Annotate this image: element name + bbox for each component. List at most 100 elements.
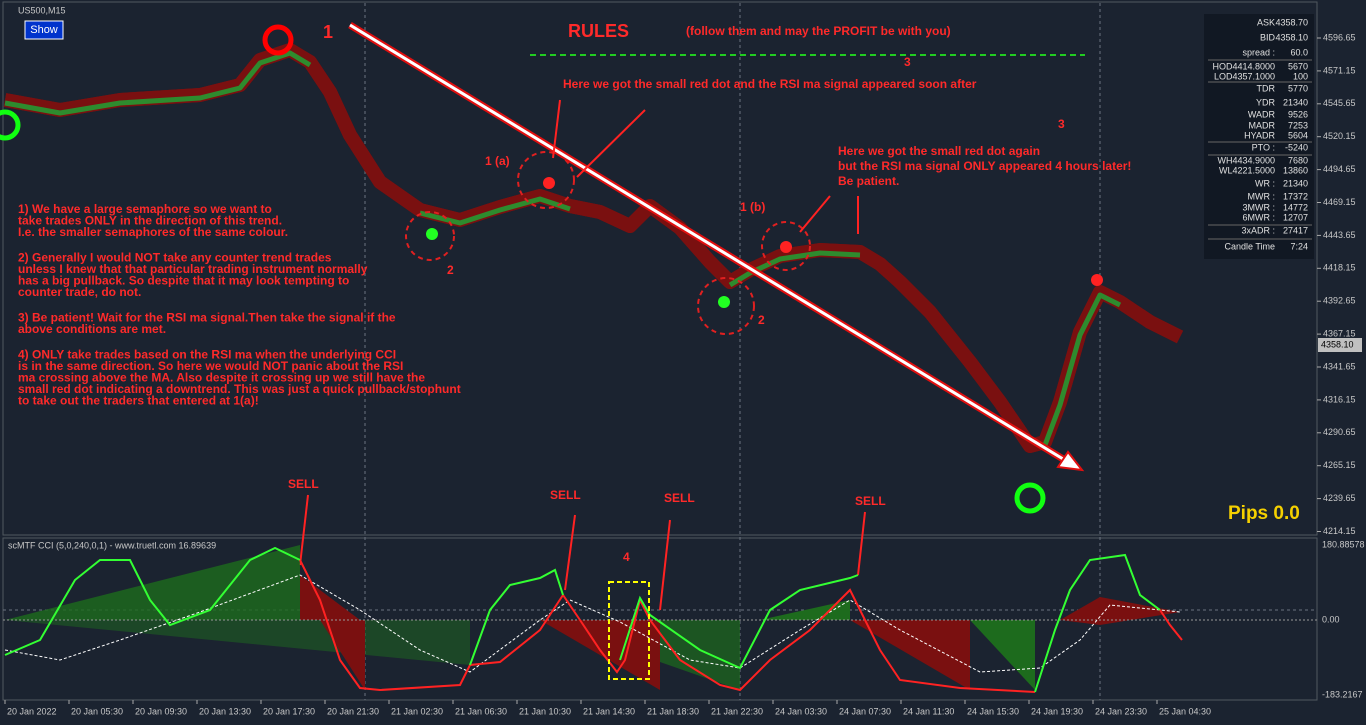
info-label: WADR: [1248, 109, 1276, 119]
rule-line: I.e. the smaller semaphores of the same …: [18, 225, 288, 239]
price-tick-label: 4265.15: [1323, 460, 1356, 470]
price-tick-label: 4469.15: [1323, 197, 1356, 207]
show-button[interactable]: [24, 20, 64, 40]
marker: 1: [323, 22, 333, 42]
rule-line: unless I knew that that particular tradi…: [18, 262, 368, 276]
cci-up: [4, 546, 301, 656]
info-label: BID: [1260, 32, 1276, 42]
info-value: 100: [1293, 71, 1308, 81]
highlight-circle: [697, 277, 755, 335]
info-label: MADR: [1249, 120, 1276, 130]
info-label: HOD4414.8000: [1212, 61, 1275, 71]
ribbon-up: [4, 50, 312, 116]
cci-down: [299, 559, 1036, 693]
pointer: [576, 109, 646, 178]
price-tick-label: 4290.65: [1323, 427, 1356, 437]
histogram-green: [760, 600, 850, 620]
highlight-circle: [517, 151, 575, 209]
time-tick-label: 21 Jan 14:30: [583, 706, 635, 716]
price-tick-label: 4494.65: [1323, 164, 1356, 174]
show-button-label[interactable]: Show: [30, 24, 58, 36]
info-value: 7253: [1288, 120, 1308, 130]
info-value: 17372: [1283, 191, 1308, 201]
time-tick-label: 24 Jan 03:30: [775, 706, 827, 716]
cci-up: [619, 574, 859, 670]
info-label: YDR: [1256, 97, 1276, 107]
rule-line: 2) Generally I would NOT take any counte…: [18, 251, 332, 265]
info-value: 21340: [1283, 178, 1308, 188]
price-tick-label: 4596.65: [1323, 32, 1356, 42]
info-value: 4358.10: [1275, 32, 1308, 42]
price-tick-label: 4392.65: [1323, 296, 1356, 306]
current-price-box: [1318, 338, 1362, 352]
dot: [543, 177, 555, 189]
histogram-up: [5, 545, 300, 620]
info-value: -5240: [1285, 142, 1308, 152]
highlight-circle: [761, 221, 811, 271]
histogram-red: [320, 620, 365, 690]
indicator-tick-label: 0.00: [1322, 614, 1340, 624]
histogram-red: [1060, 597, 1180, 625]
time-tick-label: 20 Jan 2022: [7, 706, 57, 716]
dot: [1091, 274, 1103, 286]
info-label: 3xADR :: [1241, 225, 1275, 235]
rule-line: small red dot indicating a downtrend. Th…: [18, 382, 461, 396]
info-value: 9526: [1288, 109, 1308, 119]
highlight-circle: [405, 211, 455, 261]
price-tick-label: 4571.15: [1323, 65, 1356, 75]
info-label: 3MWR :: [1243, 202, 1276, 212]
info-value: 12707: [1283, 212, 1308, 222]
rules-subtitle: (follow them and may the PROFIT be with …: [686, 24, 951, 38]
pips: Pips 0.0: [1228, 503, 1300, 524]
time-tick-label: 20 Jan 09:30: [135, 706, 187, 716]
note: Here we got the small red dot and the RS…: [563, 77, 977, 91]
info-value: 27417: [1283, 225, 1308, 235]
time-tick-label: 24 Jan 11:30: [903, 706, 954, 716]
price-tick-label: 4214.15: [1323, 526, 1356, 536]
indicator-tick-label: -183.2167: [1322, 689, 1363, 699]
pointers: [299, 99, 866, 611]
signal-line: [4, 574, 1181, 673]
info-value: 60.0: [1290, 47, 1308, 57]
price-tick-label: 4520.15: [1323, 131, 1356, 141]
indicator-tick-label: 180.88578: [1322, 539, 1365, 549]
indicator-title: scMTF CCI (5,0,240,0,1) - www.truetl.com…: [8, 540, 216, 550]
semaphore: [1014, 482, 1046, 514]
cci-down: [1159, 609, 1183, 641]
semaphore: [0, 109, 21, 141]
marker: 2: [758, 313, 765, 327]
info-label: ASK: [1257, 17, 1275, 27]
info-label: MWR :: [1248, 191, 1276, 201]
time-tick-label: 21 Jan 02:30: [391, 706, 443, 716]
price-tick-label: 4545.65: [1323, 98, 1356, 108]
ribbon-up: [728, 250, 861, 288]
symbol: US500,M15: [18, 5, 66, 15]
time-tick-label: 20 Jan 05:30: [71, 706, 123, 716]
marker: 3: [904, 55, 911, 69]
info-value: 5770: [1288, 83, 1308, 93]
time-tick-label: 24 Jan 07:30: [839, 706, 891, 716]
price-tick-label: 4367.15: [1323, 328, 1356, 338]
price-axis-bg: [1318, 0, 1366, 725]
info-value: 7680: [1288, 155, 1308, 165]
note: Be patient.: [838, 174, 899, 188]
info-label: Candle Time: [1224, 241, 1275, 251]
dot: [718, 296, 730, 308]
time-tick-label: 24 Jan 15:30: [967, 706, 1019, 716]
highlights: [405, 151, 811, 335]
rules-title: RULES: [568, 21, 629, 41]
info-label: WL4221.5000: [1219, 165, 1275, 175]
price-tick-label: 4239.65: [1323, 493, 1356, 503]
dot: [426, 228, 438, 240]
price-tick-label: 4443.65: [1323, 230, 1356, 240]
ribbon-up: [419, 196, 571, 226]
trend-arrow: [349, 23, 1069, 464]
time-tick-label: 20 Jan 21:30: [327, 706, 379, 716]
sell: SELL: [550, 488, 581, 502]
time-tick-label: 25 Jan 04:30: [1159, 706, 1211, 716]
rule-line: 4) ONLY take trades based on the RSI ma …: [18, 348, 396, 362]
info-label: PTO :: [1252, 142, 1275, 152]
pointer: [564, 514, 576, 591]
rule-line: is in the same direction. So here we wou…: [18, 359, 403, 373]
